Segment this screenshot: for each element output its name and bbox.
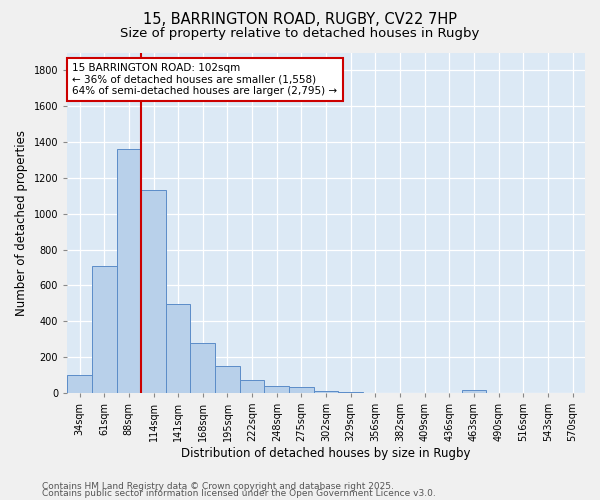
- Text: 15 BARRINGTON ROAD: 102sqm
← 36% of detached houses are smaller (1,558)
64% of s: 15 BARRINGTON ROAD: 102sqm ← 36% of deta…: [73, 62, 338, 96]
- Bar: [462, 390, 487, 393]
- Bar: [190, 343, 215, 393]
- Bar: [289, 387, 314, 393]
- X-axis label: Distribution of detached houses by size in Rugby: Distribution of detached houses by size …: [181, 447, 471, 460]
- Text: Contains HM Land Registry data © Crown copyright and database right 2025.: Contains HM Land Registry data © Crown c…: [42, 482, 394, 491]
- Bar: [338, 392, 363, 393]
- Bar: [67, 375, 92, 393]
- Text: Size of property relative to detached houses in Rugby: Size of property relative to detached ho…: [121, 26, 479, 40]
- Bar: [314, 391, 338, 393]
- Y-axis label: Number of detached properties: Number of detached properties: [15, 130, 28, 316]
- Bar: [116, 149, 141, 393]
- Bar: [141, 190, 166, 393]
- Bar: [265, 386, 289, 393]
- Text: 15, BARRINGTON ROAD, RUGBY, CV22 7HP: 15, BARRINGTON ROAD, RUGBY, CV22 7HP: [143, 12, 457, 28]
- Bar: [240, 380, 265, 393]
- Bar: [166, 304, 190, 393]
- Text: Contains public sector information licensed under the Open Government Licence v3: Contains public sector information licen…: [42, 490, 436, 498]
- Bar: [92, 266, 116, 393]
- Bar: [215, 366, 240, 393]
